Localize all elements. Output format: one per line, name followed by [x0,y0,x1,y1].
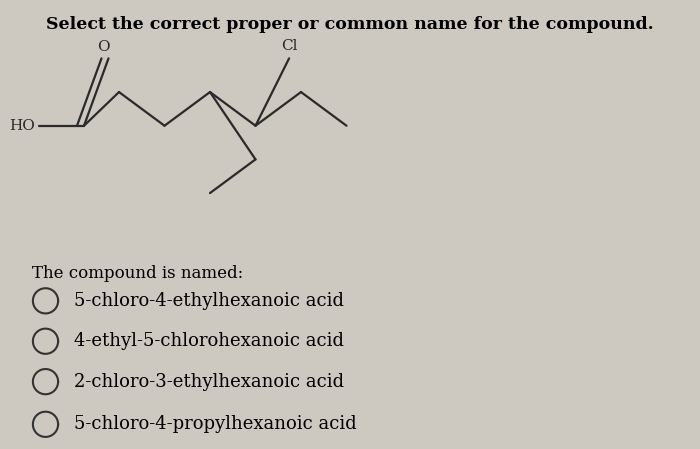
Text: 2-chloro-3-ethylhexanoic acid: 2-chloro-3-ethylhexanoic acid [74,373,344,391]
Text: 5-chloro-4-propylhexanoic acid: 5-chloro-4-propylhexanoic acid [74,415,356,433]
Text: Select the correct proper or common name for the compound.: Select the correct proper or common name… [46,16,654,33]
Text: 4-ethyl-5-chlorohexanoic acid: 4-ethyl-5-chlorohexanoic acid [74,332,344,350]
Text: 5-chloro-4-ethylhexanoic acid: 5-chloro-4-ethylhexanoic acid [74,292,344,310]
Text: HO: HO [9,119,35,133]
Text: The compound is named:: The compound is named: [32,265,243,282]
Text: Cl: Cl [281,39,297,53]
Text: O: O [97,40,110,54]
